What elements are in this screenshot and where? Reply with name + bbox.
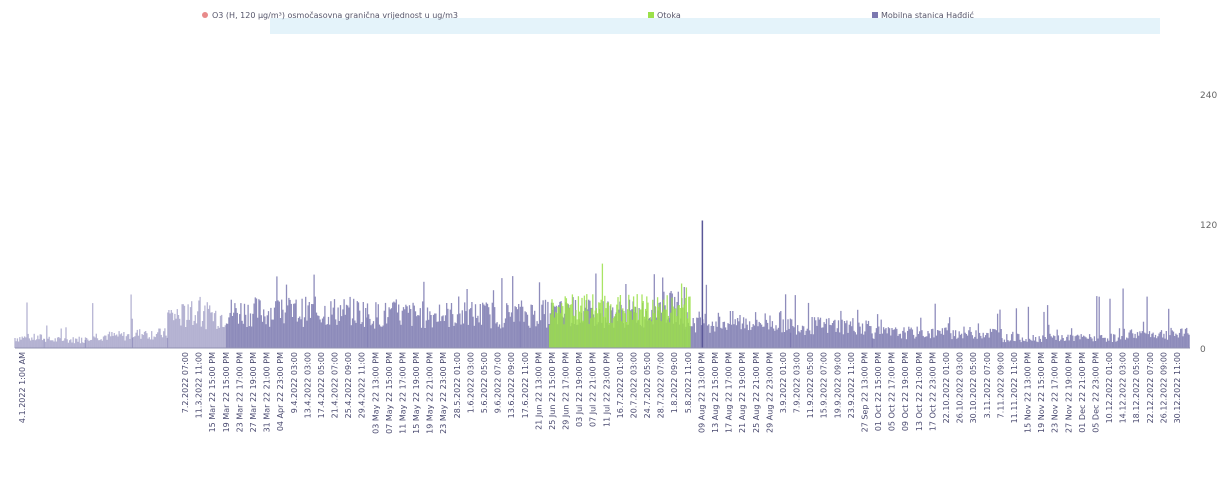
x-tick-label: 11.3.2022 11:00 (195, 352, 204, 418)
x-tick-label: 13.6.2022 09:00 (507, 352, 516, 418)
x-tick-label: 19.9.2022 09:00 (833, 352, 842, 418)
x-tick-label: 15 May 22 19:00 PM (412, 352, 421, 434)
x-tick-label: 13.4.2022 03:00 (303, 352, 312, 418)
x-tick-label: 1.8.2022 09:00 (670, 352, 679, 413)
x-tick-label: 19 May 22 21:00 PM (426, 352, 435, 434)
x-tick-label: 29.4.2022 11:00 (358, 352, 367, 418)
y-axis: 240 120 0 (1200, 91, 1217, 355)
x-tick-label: 29 Jun 22 17:00 PM (562, 352, 571, 430)
x-tick-label: 15 Mar 22 15:00 PM (208, 352, 217, 433)
x-tick-label: 3.9.2022 01:00 (779, 352, 788, 413)
chart-legend: O3 (H, 120 µg/m³) osmočasovna granična v… (202, 10, 1160, 34)
x-tick-label: 19 Mar 22 15:00 PM (222, 352, 231, 433)
x-tick-label: 01 Dec 22 21:00 PM (1078, 352, 1087, 433)
x-tick-label: 17 Oct 22 23:00 PM (928, 352, 937, 431)
x-tick-label: 25 Jun 22 15:00 PM (548, 352, 557, 430)
x-tick-label: 27 Sep 22 13:00 PM (861, 352, 870, 432)
x-tick-label: 7.2.2022 07:00 (181, 352, 190, 413)
x-tick-label: 26.10.2022 03:00 (956, 352, 965, 423)
x-tick-label: 15 Nov 22 13:00 PM (1024, 352, 1033, 433)
x-tick-label: 18.12.2022 05:00 (1132, 352, 1141, 423)
x-tick-label: 21 Aug 22 19:00 PM (738, 352, 747, 433)
series-otoka (548, 263, 691, 348)
plot-area (14, 220, 1190, 348)
x-tick-label: 13 Aug 22 15:00 PM (711, 352, 720, 433)
x-tick-label: 4.1.2022 1:00 AM (18, 352, 27, 423)
x-tick-label: 5.6.2022 05:00 (480, 352, 489, 413)
x-tick-label: 11 May 22 17:00 PM (399, 352, 408, 434)
x-axis-ticks: 4.1.2022 1:00 AM 7.2.2022 07:00 11.3.2022 … (18, 352, 1182, 434)
x-tick-label: 03 Jul 22 19:00 PM (575, 352, 584, 427)
x-tick-label: 31 Mar 22 21:00 PM (263, 352, 272, 433)
x-tick-label: 05 Dec 22 23:00 PM (1092, 352, 1101, 433)
x-tick-label: 28.5.2022 01:00 (453, 352, 462, 418)
legend-marker-o3 (202, 12, 208, 18)
x-tick-label: 27 Nov 22 19:00 PM (1064, 352, 1073, 433)
x-tick-label: 25 Aug 22 21:00 PM (752, 352, 761, 433)
y-tick-0: 0 (1200, 345, 1206, 355)
x-tick-label: 30.12.2022 11:00 (1173, 352, 1182, 423)
x-tick-label: 29 Aug 22 23:00 PM (765, 352, 774, 433)
legend-label-o3: O3 (H, 120 µg/m³) osmočasovna granična v… (212, 10, 458, 20)
x-tick-label: 07 May 22 15:00 PM (385, 352, 394, 434)
x-tick-label: 14.12.2022 03:00 (1119, 352, 1128, 423)
x-tick-label: 09 Oct 22 19:00 PM (901, 352, 910, 431)
x-tick-label: 5.8.2022 11:00 (684, 352, 693, 413)
x-tick-label: 24.7.2022 05:00 (643, 352, 652, 418)
x-tick-label: 30.10.2022 05:00 (969, 352, 978, 423)
x-tick-label: 11.9.2022 05:00 (806, 352, 815, 418)
x-tick-label: 17.6.2022 11:00 (521, 352, 530, 418)
x-tick-label: 27 Mar 22 19:00 PM (249, 352, 258, 433)
x-tick-label: 26.12.2022 09:00 (1159, 352, 1168, 423)
x-tick-label: 09 Aug 22 13:00 PM (697, 352, 706, 433)
x-tick-label: 20.7.2022 03:00 (630, 352, 639, 418)
x-tick-label: 17.4.2022 05:00 (317, 352, 326, 418)
legend-band (270, 18, 1160, 34)
x-tick-label: 7.9.2022 03:00 (793, 352, 802, 413)
x-tick-label: 19 Nov 22 15:00 PM (1037, 352, 1046, 433)
x-tick-label: 7.11.2022 09:00 (996, 352, 1005, 418)
x-tick-label: 23 Nov 22 17:00 PM (1051, 352, 1060, 433)
legend-marker-mobilna (872, 12, 878, 18)
x-tick-label: 22.10.2022 01:00 (942, 352, 951, 423)
x-tick-label: 9.4.2022 03:00 (290, 352, 299, 413)
x-tick-label: 23.9.2022 11:00 (847, 352, 856, 418)
x-tick-label: 22.12.2022 07:00 (1146, 352, 1155, 423)
y-tick-240: 240 (1200, 91, 1217, 101)
x-tick-label: 13 Oct 22 21:00 PM (915, 352, 924, 431)
legend-label-otoka: Otoka (657, 11, 681, 20)
x-tick-label: 23 May 22 23:00 PM (439, 352, 448, 434)
x-tick-label: 04 Apr 22 23:00 PM (276, 352, 285, 431)
x-tick-label: 17 Aug 22 17:00 PM (725, 352, 734, 433)
x-tick-label: 21.4.2022 07:00 (331, 352, 340, 418)
x-tick-label: 05 Oct 22 17:00 PM (888, 352, 897, 431)
legend-marker-otoka (648, 12, 654, 18)
x-tick-label: 1.6.2022 03:00 (466, 352, 475, 413)
y-tick-120: 120 (1200, 221, 1217, 231)
x-tick-label: 23 Mar 22 17:00 PM (235, 352, 244, 433)
x-tick-label: 28.7.2022 07:00 (657, 352, 666, 418)
x-tick-label: 16.7.2022 01:00 (616, 352, 625, 418)
x-tick-label: 15.9.2022 07:00 (820, 352, 829, 418)
x-tick-label: 01 Oct 22 15:00 PM (874, 352, 883, 431)
x-tick-label: 10.12.2022 01:00 (1105, 352, 1114, 423)
x-tick-label: 03 May 22 13:00 PM (371, 352, 380, 434)
x-tick-label: 21 Jun 22 13:00 PM (534, 352, 543, 430)
x-tick-label: 11.11.2022 11:00 (1010, 352, 1019, 423)
x-tick-label: 9.6.2022 07:00 (494, 352, 503, 413)
x-tick-label: 25.4.2022 09:00 (344, 352, 353, 418)
x-tick-label: 3.11.2022 07:00 (983, 352, 992, 418)
legend-label-mobilna: Mobilna stanica Hađdić (881, 10, 974, 20)
x-tick-label: 07 Jul 22 21:00 PM (589, 352, 598, 427)
x-tick-label: 11 Jul 22 23:00 PM (602, 352, 611, 427)
